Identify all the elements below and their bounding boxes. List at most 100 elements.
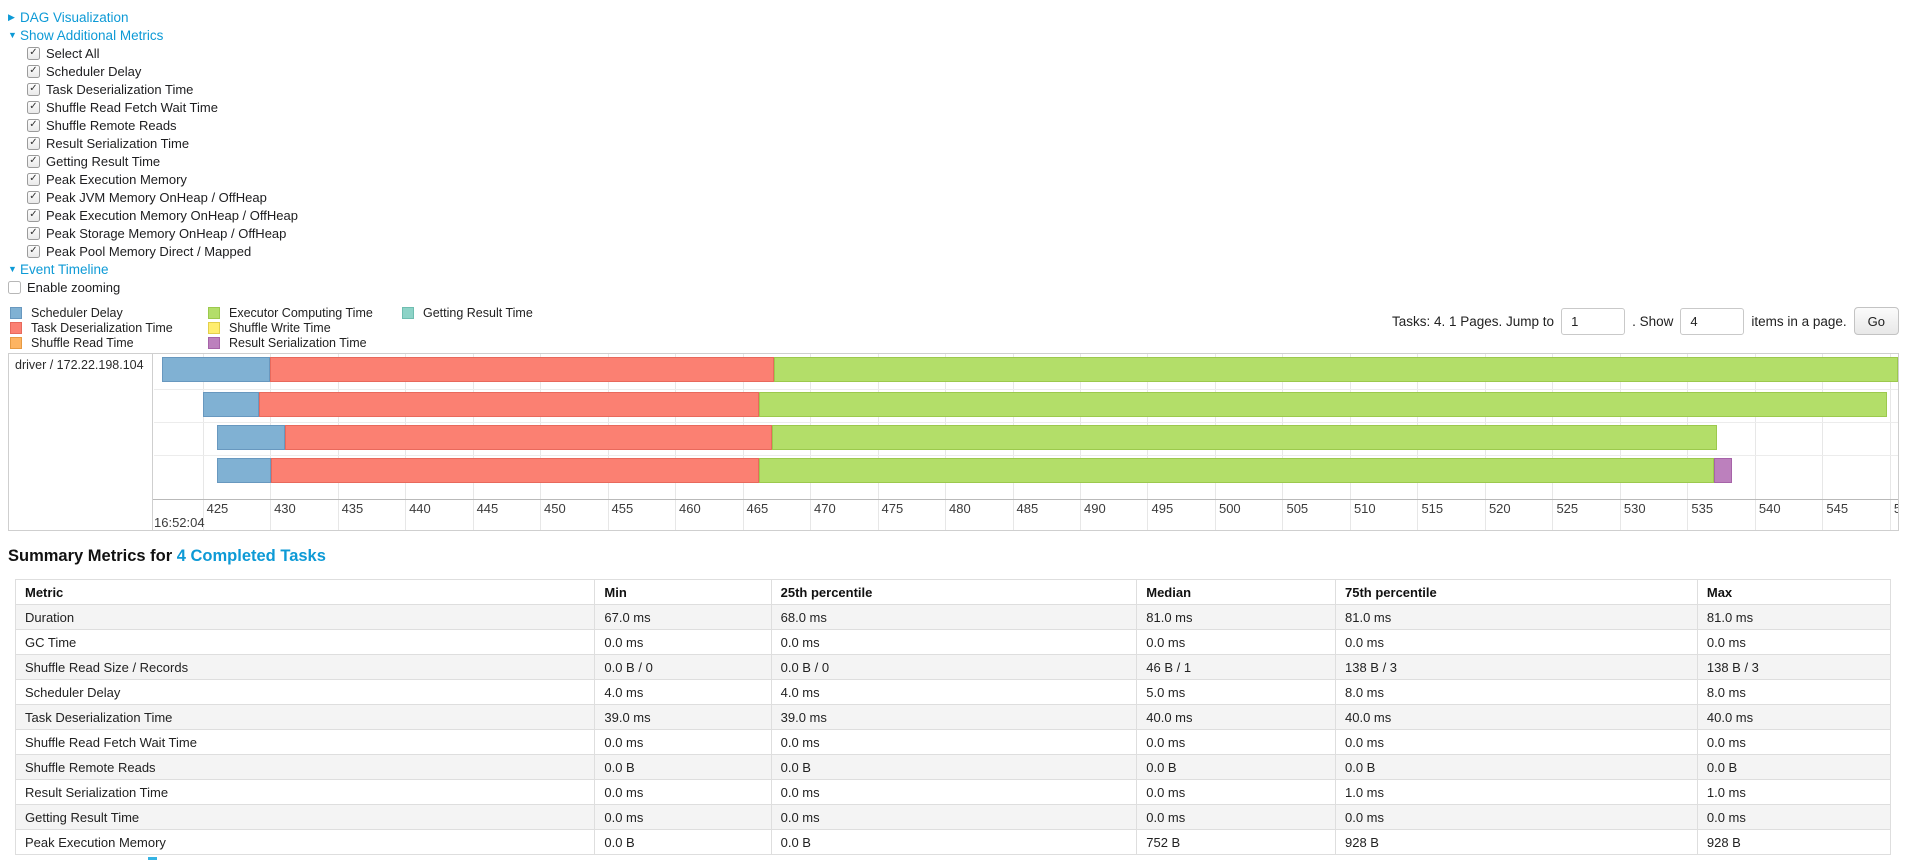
checkbox-label: Select All: [46, 45, 100, 61]
metric-value-cell: 0.0 B / 0: [770, 654, 1138, 680]
metric-name-cell: Shuffle Read Fetch Wait Time: [14, 729, 596, 755]
task-bar-segment-scheduler-delay[interactable]: [217, 458, 272, 483]
task-bar-segment-scheduler-delay[interactable]: [202, 392, 260, 417]
metric-value-cell: 0.0 ms: [770, 779, 1138, 805]
metric-value-cell: 0.0 ms: [1335, 629, 1698, 655]
metric-value-cell: 0.0 ms: [770, 629, 1138, 655]
metric-checkbox-peak-execution-memory[interactable]: ✓ Peak Execution Memory: [8, 170, 1899, 188]
axis-tick-label: 515: [1421, 501, 1444, 516]
executor-computing-swatch-icon: [208, 306, 220, 319]
completed-tasks-link[interactable]: 4 Completed Tasks: [176, 547, 326, 565]
task-bar-segment-scheduler-delay[interactable]: [217, 425, 285, 450]
axis-tick-label: 430: [274, 501, 296, 516]
table-row: Result Serialization Time 0.0 ms 0.0 ms 0.0…: [14, 779, 1892, 805]
checkbox-checked-icon: ✓: [27, 136, 40, 150]
column-header-max[interactable]: Max: [1696, 579, 1892, 605]
axis-tick-label: 525: [1556, 501, 1579, 516]
metric-value-cell: 0.0 ms: [1136, 804, 1336, 830]
task-bar-segment-task-deserialization[interactable]: [270, 357, 774, 382]
column-header-25th-percentile[interactable]: 25th percentile: [770, 579, 1138, 605]
task-deserialization-swatch-icon: [10, 321, 22, 334]
metric-name-cell: Shuffle Remote Reads: [14, 754, 596, 780]
metric-value-cell: 928 B: [1696, 829, 1892, 855]
checkbox-label: Shuffle Remote Reads: [46, 117, 177, 133]
metric-value-cell: 0.0 B: [770, 829, 1138, 855]
metric-checkbox-shuffle-remote-reads[interactable]: ✓ Shuffle Remote Reads: [8, 116, 1899, 134]
timeline-axis: 425 16:52:04 430 435 440 445 450 455 460 465 470 47…: [154, 500, 1898, 530]
show-label: . Show: [1632, 313, 1674, 329]
metric-name-cell: Scheduler Delay: [14, 679, 596, 705]
metric-value-cell: 138 B / 3: [1696, 654, 1892, 680]
go-button[interactable]: Go: [1853, 307, 1899, 335]
metric-checkbox-result-serialization-time[interactable]: ✓ Result Serialization Time: [8, 134, 1899, 152]
row-gridline: [154, 422, 1898, 423]
metric-value-cell: 4.0 ms: [594, 679, 772, 705]
axis-tick-label: 545: [1826, 501, 1849, 516]
timeline-plot-area: [154, 354, 1898, 499]
task-bar-segment-executor-computing[interactable]: [758, 458, 1715, 483]
enable-zooming-checkbox[interactable]: ✓ Enable zooming: [8, 278, 1899, 296]
event-timeline-toggle[interactable]: ▼ Event Timeline: [8, 260, 1899, 278]
task-bar-segment-executor-computing[interactable]: [773, 357, 1898, 382]
metric-name-cell: Shuffle Read Size / Records: [14, 654, 596, 680]
metric-checkbox-getting-result-time[interactable]: ✓ Getting Result Time: [8, 152, 1899, 170]
metric-checkbox-peak-execution-memory-onheap-offheap[interactable]: ✓ Peak Execution Memory OnHeap / OffHeap: [8, 206, 1899, 224]
metric-checkbox-shuffle-read-fetch-wait-time[interactable]: ✓ Shuffle Read Fetch Wait Time: [8, 98, 1899, 116]
legend-item-shuffle-write: Shuffle Write Time: [208, 320, 376, 335]
metric-checkbox-select-all[interactable]: ✓ Select All: [8, 44, 1899, 62]
task-bar-segment-task-deserialization[interactable]: [271, 458, 759, 483]
jump-to-page-input[interactable]: [1561, 307, 1626, 335]
metric-checkbox-peak-pool-memory-direct-mapped[interactable]: ✓ Peak Pool Memory Direct / Mapped: [8, 242, 1899, 260]
task-bar-segment-task-deserialization[interactable]: [259, 392, 759, 417]
axis-tick-label: 540: [1758, 501, 1781, 516]
metric-name-cell: Peak Execution Memory: [14, 829, 596, 855]
checkbox-label: Scheduler Delay: [46, 63, 142, 79]
checkbox-checked-icon: ✓: [27, 154, 40, 168]
metric-checkbox-peak-jvm-memory-onheap-offheap[interactable]: ✓ Peak JVM Memory OnHeap / OffHeap: [8, 188, 1899, 206]
tasks-pagination-summary: Tasks: 4. 1 Pages. Jump to: [1391, 313, 1555, 329]
task-bar-segment-result-serialization[interactable]: [1714, 458, 1732, 483]
column-header-min[interactable]: Min: [594, 579, 772, 605]
show-additional-metrics-toggle[interactable]: ▼ Show Additional Metrics: [8, 26, 1899, 44]
metric-name-cell: GC Time: [14, 629, 596, 655]
metric-checkbox-scheduler-delay[interactable]: ✓ Scheduler Delay: [8, 62, 1899, 80]
task-bar-segment-executor-computing[interactable]: [772, 425, 1718, 450]
column-header-metric[interactable]: Metric: [14, 579, 596, 605]
row-gridline: [154, 389, 1898, 390]
summary-metrics-table: Metric Min 25th percentile Median 75th perce…: [14, 579, 1892, 855]
checkbox-label: Getting Result Time: [46, 153, 161, 169]
axis-tick-label: 440: [409, 501, 431, 516]
task-bar-segment-executor-computing[interactable]: [758, 392, 1888, 417]
table-row: Shuffle Remote Reads 0.0 B 0.0 B 0.0 B 0.0 B…: [14, 754, 1892, 780]
metric-value-cell: 0.0 ms: [594, 729, 772, 755]
checkbox-label: Peak JVM Memory OnHeap / OffHeap: [46, 189, 267, 205]
page-size-input[interactable]: [1680, 307, 1745, 335]
timeline-axis-line: [9, 499, 1898, 500]
metric-value-cell: 40.0 ms: [1696, 704, 1892, 730]
axis-tick-label: 495: [1151, 501, 1174, 516]
metric-value-cell: 0.0 ms: [1696, 629, 1892, 655]
metric-checkbox-task-deserialization-time[interactable]: ✓ Task Deserialization Time: [8, 80, 1899, 98]
dag-visualization-toggle[interactable]: ▶ DAG Visualization: [8, 8, 1899, 26]
legend-item-shuffle-read: Shuffle Read Time: [10, 335, 182, 350]
axis-tick-label: 490: [1083, 501, 1106, 516]
legend-item-scheduler-delay: Scheduler Delay: [10, 305, 182, 320]
legend-item-result-serialization: Result Serialization Time: [208, 335, 376, 350]
column-header-75th-percentile[interactable]: 75th percentile: [1335, 579, 1698, 605]
gridline: [202, 354, 204, 530]
table-row: GC Time 0.0 ms 0.0 ms 0.0 ms 0.0 ms 0.0 ms: [14, 629, 1892, 655]
summary-metrics-heading: Summary Metrics for 4 Completed Tasks: [8, 547, 1899, 566]
axis-tick-label: 505: [1286, 501, 1309, 516]
axis-tick-label: 530: [1623, 501, 1646, 516]
task-bar-segment-scheduler-delay[interactable]: [162, 357, 271, 382]
event-timeline-chart: driver / 172.22.198.104 425 16:52:04 430 43…: [8, 353, 1899, 531]
metric-value-cell: 1.0 ms: [1335, 779, 1698, 805]
metric-value-cell: 81.0 ms: [1696, 604, 1892, 630]
column-header-median[interactable]: Median: [1136, 579, 1336, 605]
metric-checkbox-peak-storage-memory-onheap-offheap[interactable]: ✓ Peak Storage Memory OnHeap / OffHeap: [8, 224, 1899, 242]
axis-tick-label: 535: [1691, 501, 1714, 516]
additional-metrics-checkbox-list: ✓ Select All ✓ Scheduler Delay ✓ Task Deseria…: [8, 44, 1899, 260]
metric-value-cell: 0.0 ms: [1335, 804, 1698, 830]
metric-name-cell: Duration: [14, 604, 596, 630]
task-bar-segment-task-deserialization[interactable]: [284, 425, 773, 450]
